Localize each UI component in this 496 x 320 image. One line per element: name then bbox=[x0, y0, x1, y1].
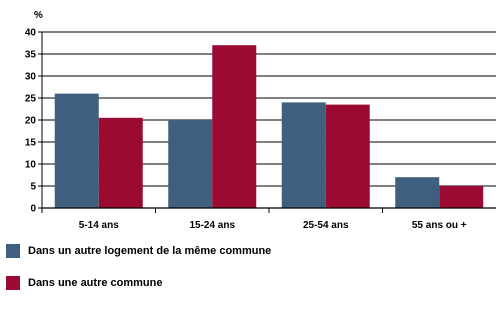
y-tick-label: 25 bbox=[25, 94, 37, 105]
legend-label-same-commune: Dans un autre logement de la même commun… bbox=[28, 245, 272, 257]
legend-swatch-other-commune bbox=[6, 276, 20, 290]
x-tick-label: 5-14 ans bbox=[79, 220, 119, 231]
bars bbox=[54, 45, 484, 209]
bar-series-0-1 bbox=[168, 120, 213, 208]
legend-swatch-same-commune bbox=[6, 244, 20, 258]
y-tick-label: 0 bbox=[30, 204, 36, 215]
y-tick-label: 20 bbox=[25, 116, 37, 127]
x-tick-label: 25-54 ans bbox=[303, 220, 349, 231]
y-tick-label: 5 bbox=[30, 182, 36, 193]
x-tick-label: 15-24 ans bbox=[189, 220, 235, 231]
legend-item-other-commune: Dans une autre commune bbox=[6, 276, 162, 290]
x-axis: 5-14 ans 15-24 ans 25-54 ans 55 ans ou + bbox=[41, 207, 496, 231]
bar-series-0-0 bbox=[54, 93, 99, 208]
legend-label-other-commune: Dans une autre commune bbox=[28, 277, 163, 289]
y-tick-label: 30 bbox=[25, 72, 37, 83]
y-tick-label: 35 bbox=[25, 50, 37, 61]
y-tick-label: 40 bbox=[25, 28, 37, 39]
bar-series-0-2 bbox=[281, 102, 326, 208]
y-axis: 0 5 10 15 20 25 30 35 40 bbox=[25, 28, 43, 215]
y-tick-label: 10 bbox=[25, 160, 37, 171]
x-tick-label: 55 ans ou + bbox=[412, 220, 467, 231]
y-axis-unit-label: % bbox=[34, 10, 43, 21]
bar-series-1-0 bbox=[98, 117, 143, 208]
legend-item-same-commune: Dans un autre logement de la même commun… bbox=[6, 244, 271, 258]
bar-series-0-3 bbox=[395, 177, 440, 208]
bar-series-1-1 bbox=[212, 45, 257, 209]
bar-series-1-3 bbox=[439, 186, 484, 208]
bar-series-1-2 bbox=[325, 104, 370, 208]
y-tick-label: 15 bbox=[25, 138, 37, 149]
